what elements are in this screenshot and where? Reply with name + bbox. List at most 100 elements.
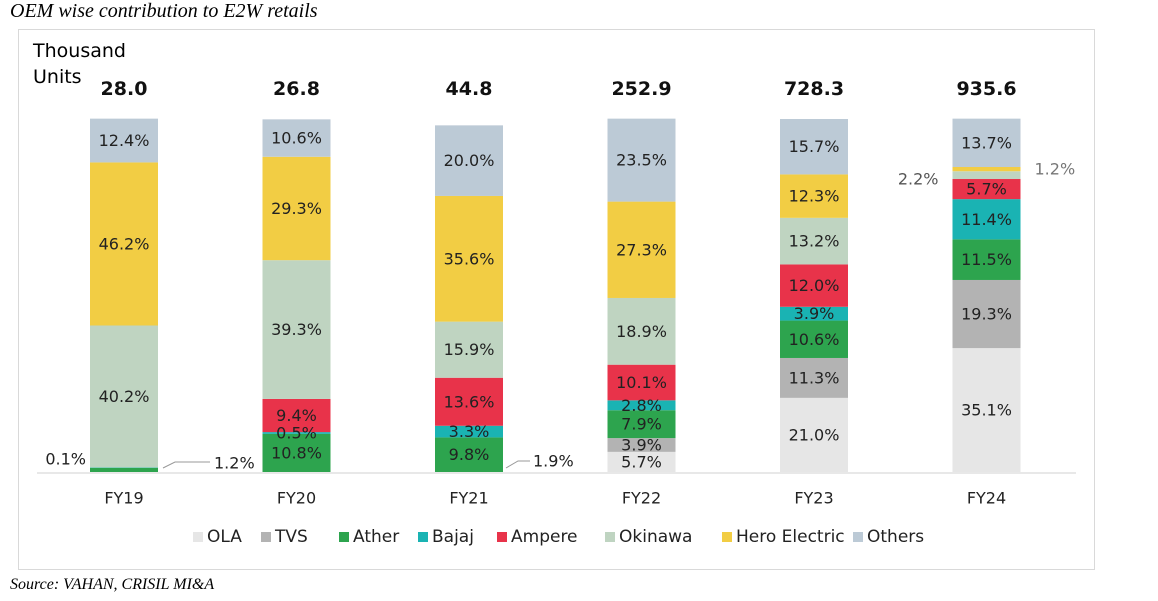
legend-label: Bajaj [432,527,474,547]
bar-segment-okinawa [435,321,503,378]
bar-segment-others [952,118,1021,168]
bar-segment-ampere [780,264,848,307]
legend-label: TVS [274,527,308,547]
legend-label: Others [867,527,924,547]
data-label: 10.6% [271,129,322,148]
x-tick-label: FY22 [622,489,661,508]
y-axis-label-line1: Thousand [32,40,126,62]
legend-swatch-bajaj [418,532,428,542]
data-label: 46.2% [99,234,150,253]
bar-total-label: 728.3 [784,78,844,100]
bar-segment-hero-electric [90,162,158,326]
bar-segment-tvs [952,279,1021,349]
data-label: 7.9% [621,415,662,434]
data-label: 15.7% [789,137,840,156]
bar-segment-ampere [607,364,676,401]
data-label: 20.0% [444,151,495,170]
data-label: 11.4% [961,210,1012,229]
bar-segment-ampere [952,179,1021,200]
bar-segment-others [262,119,331,157]
bar-segment-ather [607,410,676,439]
y-axis-label-line2: Units [33,66,82,88]
data-label: 13.2% [789,232,840,251]
bar-segment-okinawa [90,325,158,468]
legend-swatch-ola [193,532,203,542]
bar-segment-ampere [435,377,503,426]
legend-label: Okinawa [619,527,692,547]
data-label: 21.0% [789,425,840,444]
bar-segment-okinawa [607,297,676,365]
data-label: 12.3% [789,187,840,206]
data-label: 15.9% [444,340,495,359]
bar-segment-ola [952,348,1021,472]
data-label: 19.3% [961,305,1012,324]
bar-segment-okinawa [952,171,1021,180]
bar-segment-hero-electric [607,201,676,298]
leader-line [162,461,210,469]
bar-total-label: 252.9 [611,78,671,100]
legend-label: Ampere [511,527,578,547]
x-tick-label: FY23 [794,489,833,508]
data-label: 2.2% [898,170,939,189]
bar-segment-hero-electric [435,195,503,322]
bar-total-label: 28.0 [101,78,148,100]
bars-group: 1.2% 0.1% 40.2% 46.2% 12.4% 28.0 FY19 10.8%0.5%… [45,78,1075,508]
bar-segment-ather [435,437,503,472]
data-label: 35.6% [444,249,495,268]
bar-segment-ather [90,467,158,472]
data-label: 1.2% [1035,160,1076,179]
legend-swatch-others [853,532,863,542]
data-label: 11.3% [789,368,840,387]
legend-swatch-ather [339,532,349,542]
data-label: 10.1% [616,373,667,392]
bar-segment-others [90,118,158,163]
data-label: 2.8% [621,396,662,415]
data-label: 9.8% [449,445,490,464]
data-label: 12.4% [99,131,150,150]
data-label: 29.3% [271,199,322,218]
x-tick-label: FY21 [449,489,488,508]
x-tick-label: FY20 [277,489,316,508]
bar-segment-okinawa [262,260,331,399]
data-label: 3.9% [621,435,662,454]
bar-segment-ather [952,239,1021,280]
bar-segment-okinawa [780,217,848,265]
chart-title: OEM wise contribution to E2W retails [10,0,318,22]
data-label: 9.4% [276,406,317,425]
bar-segment-bajaj [435,425,503,438]
bar-segment-bajaj [780,306,848,321]
x-tick-label: FY24 [967,489,1006,508]
bar-total-label: 935.6 [956,78,1016,100]
leader-line [505,460,530,469]
data-label: 23.5% [616,151,667,170]
data-label: 12.0% [789,276,840,295]
bar-segment-bajaj [952,199,1021,240]
data-label: 5.7% [966,180,1007,199]
data-label: 27.3% [616,240,667,259]
data-label: 0.5% [276,423,317,442]
data-label: 39.3% [271,320,322,339]
legend-label: OLA [207,527,242,547]
data-label: 13.6% [444,392,495,411]
legend-label: Hero Electric [736,527,845,547]
bar-segment-ola [780,397,848,472]
bar-segment-others [435,125,503,196]
data-label: 3.3% [449,422,490,441]
bar-segment-hero-electric [262,156,331,261]
data-label: 5.7% [621,452,662,471]
data-label: 35.1% [961,401,1012,420]
data-label: 0.1% [45,450,86,469]
bar-total-label: 26.8 [273,78,320,100]
data-label: 13.7% [961,133,1012,152]
bar-segment-ola [607,451,676,472]
data-label: 1.2% [214,454,255,473]
bar-total-label: 44.8 [446,78,493,100]
source-note: Source: VAHAN, CRISIL MI&A [10,576,215,593]
bar-segment-ather [780,320,848,358]
legend-swatch-hero-electric [722,532,732,542]
data-label: 11.5% [961,250,1012,269]
bar-segment-others [780,119,848,175]
bar-segment-ampere [262,398,331,433]
bar-segment-hero-electric [952,167,1021,172]
